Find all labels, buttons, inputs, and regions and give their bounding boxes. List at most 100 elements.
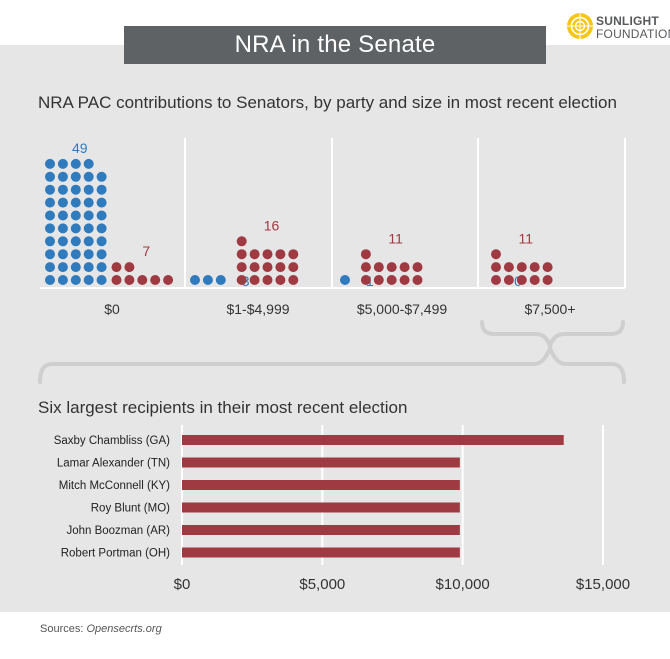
democrat-dot — [83, 275, 94, 285]
republican-dot — [399, 262, 410, 273]
recipient-label: John Boozman (AR) — [66, 525, 170, 537]
republican-count-label: 11 — [519, 230, 534, 246]
republican-dot — [412, 262, 423, 273]
republican-dot — [124, 262, 135, 273]
republican-dot — [542, 275, 553, 285]
democrat-dot — [57, 223, 68, 234]
republican-dot — [111, 275, 122, 285]
democrat-dot — [96, 223, 107, 234]
republican-dot — [288, 249, 299, 260]
category-label: $0 — [104, 301, 120, 317]
democrat-dot — [96, 262, 107, 273]
republican-count-label: 11 — [388, 230, 403, 246]
republican-dot — [288, 262, 299, 273]
democrat-dot — [57, 210, 68, 221]
democrat-dot — [57, 197, 68, 208]
democrat-dot — [57, 275, 68, 285]
democrat-dot — [70, 197, 81, 208]
republican-dot — [124, 275, 135, 285]
chart-panel — [0, 45, 670, 612]
republican-count-label: 16 — [264, 217, 280, 233]
republican-dot — [236, 262, 247, 273]
democrat-dot — [57, 171, 68, 182]
democrat-dot — [70, 223, 81, 234]
x-tick-label: $5,000 — [299, 576, 345, 593]
page-title-text: NRA in the Senate — [234, 31, 436, 58]
party-dot-chart: 497$0316$1-$4,999111$5,000-$7,499011$7,5… — [40, 138, 626, 317]
republican-dot — [236, 249, 247, 260]
republican-dot — [503, 262, 514, 273]
democrat-dot — [340, 275, 350, 285]
democrat-dot — [83, 236, 94, 247]
democrat-dot — [70, 262, 81, 273]
republican-dot — [249, 275, 260, 285]
democrat-dot — [215, 275, 226, 285]
republican-dot — [373, 275, 384, 285]
democrat-dot — [70, 158, 81, 169]
recipient-label: Roy Blunt (MO) — [91, 503, 170, 515]
democrat-dot — [70, 210, 81, 221]
republican-dot — [360, 262, 371, 273]
democrat-dot — [57, 184, 68, 195]
democrat-dot — [57, 262, 68, 273]
republican-dot — [262, 249, 273, 260]
democrat-dot — [45, 197, 55, 208]
republican-dot — [262, 262, 273, 273]
logo-line-2: FOUNDATION — [596, 27, 670, 41]
republican-dot — [386, 275, 397, 285]
bracket-connector — [38, 320, 626, 384]
republican-dot — [529, 275, 540, 285]
democrat-dot — [45, 158, 55, 169]
republican-dot — [516, 275, 527, 285]
republican-dot — [249, 262, 260, 273]
sources-note: Sources: Opensecrts.org — [40, 623, 162, 635]
republican-dot — [399, 275, 410, 285]
republican-count-label: 7 — [142, 243, 150, 259]
recipient-label: Robert Portman (OH) — [61, 548, 170, 560]
democrat-dot — [202, 275, 213, 285]
x-tick-label: $10,000 — [436, 576, 490, 593]
republican-dot — [360, 249, 371, 260]
recipient-bar — [182, 457, 460, 468]
republican-dot — [137, 275, 148, 285]
republican-dot — [491, 275, 501, 285]
democrat-dot — [96, 184, 107, 195]
democrat-dot — [70, 275, 81, 285]
republican-dot — [275, 275, 286, 285]
republican-dot — [360, 275, 371, 285]
category-label: $1-$4,999 — [226, 301, 289, 317]
democrat-dot — [83, 171, 94, 182]
top-recipients-bar-chart: $0 $5,000 $10,000 $15,000 Saxby Chambliss (G… — [54, 425, 630, 593]
democrat-dot — [83, 249, 94, 260]
republican-dot — [262, 275, 273, 285]
sunlight-sun-icon — [567, 13, 593, 39]
democrat-dot — [45, 249, 55, 260]
democrat-count-label: 49 — [72, 140, 88, 156]
republican-dot — [386, 262, 397, 273]
recipient-bar — [182, 502, 460, 513]
recipient-bar — [182, 547, 460, 558]
democrat-dot — [190, 275, 200, 285]
democrat-dot — [70, 236, 81, 247]
democrat-dot — [83, 197, 94, 208]
x-tick-label: $0 — [174, 576, 191, 593]
republican-dot — [150, 275, 161, 285]
recipient-bar — [182, 525, 460, 535]
republican-dot — [491, 249, 501, 260]
upper-brace — [480, 320, 625, 353]
democrat-dot — [83, 158, 94, 169]
democrat-dot — [83, 223, 94, 234]
republican-dot — [412, 275, 423, 285]
republican-dot — [516, 262, 527, 273]
republican-dot — [111, 262, 122, 273]
recipient-bar — [182, 435, 564, 445]
democrat-dot — [57, 236, 68, 247]
republican-dot — [503, 275, 514, 285]
democrat-dot — [45, 275, 55, 285]
recipient-label: Lamar Alexander (TN) — [57, 458, 170, 470]
republican-dot — [275, 262, 286, 273]
republican-dot — [288, 275, 299, 285]
recipient-label: Mitch McConnell (KY) — [59, 480, 170, 492]
democrat-dot — [96, 210, 107, 221]
dot-chart-title: NRA PAC contributions to Senators, by pa… — [38, 93, 617, 112]
